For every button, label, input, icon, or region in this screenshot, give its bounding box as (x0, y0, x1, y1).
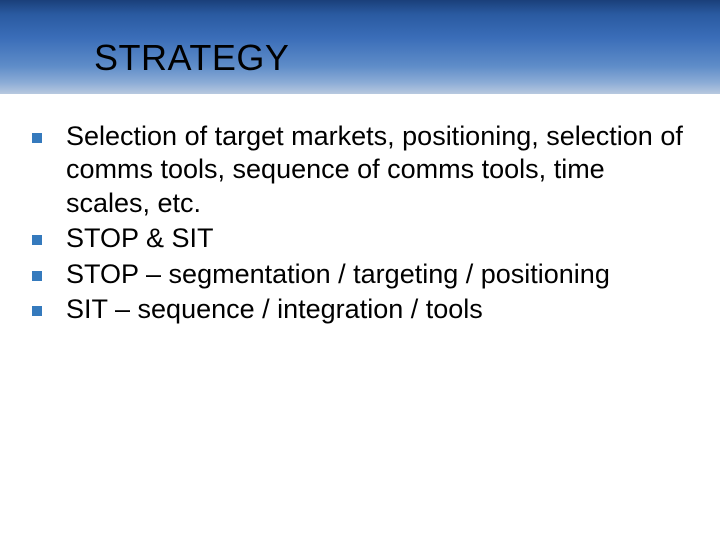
content-area: Selection of target markets, positioning… (28, 120, 692, 329)
bullet-icon (32, 133, 42, 143)
bullet-text: SIT – sequence / integration / tools (66, 293, 692, 326)
list-item: SIT – sequence / integration / tools (28, 293, 692, 326)
slide-title: STRATEGY (94, 37, 289, 79)
bullet-icon (32, 271, 42, 281)
bullet-icon (32, 235, 42, 245)
list-item: STOP – segmentation / targeting / positi… (28, 258, 692, 291)
list-item: Selection of target markets, positioning… (28, 120, 692, 220)
bullet-text: STOP & SIT (66, 222, 692, 255)
bullet-text: Selection of target markets, positioning… (66, 120, 692, 220)
title-bar: STRATEGY (0, 0, 720, 94)
bullet-icon (32, 306, 42, 316)
list-item: STOP & SIT (28, 222, 692, 255)
bullet-text: STOP – segmentation / targeting / positi… (66, 258, 692, 291)
slide-container: STRATEGY Selection of target markets, po… (0, 0, 720, 540)
